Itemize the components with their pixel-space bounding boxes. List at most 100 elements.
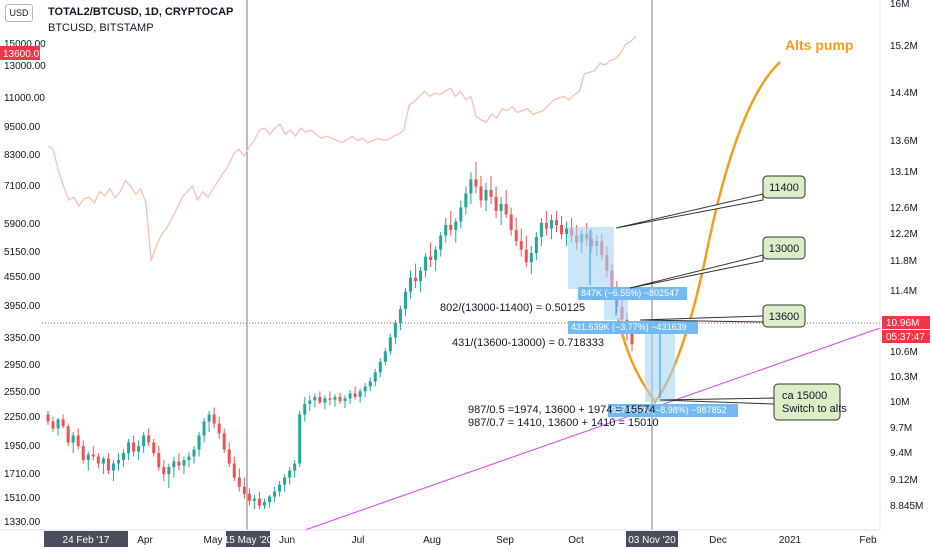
right-tick-label: 10M [890,397,909,408]
currency-button[interactable]: USD [5,4,33,22]
left-tick-label: 3350.00 [4,333,41,344]
candle-body [509,214,513,230]
candle-body [308,400,312,404]
candle-body [268,496,272,503]
candle-body [444,225,448,236]
overlay-symbol-legend[interactable]: BTCUSD, BITSTAMP [48,22,154,34]
calc-note-3: 987/0.5 =1974, 13600 + 1974 = 15574 [468,404,655,416]
time-marker-bg-3 [626,531,678,547]
candle-body [202,421,206,436]
candle-body [46,414,50,422]
candle-body [313,396,317,401]
time-axis[interactable]: Apr May Jun Jul Aug Sep Oct Dec 2021 Feb 24 Feb '1… [0,529,932,550]
time-tick-label: Aug [423,535,441,546]
candle-body [565,228,569,235]
candle-body [293,463,297,471]
left-tick-label: 7100.00 [4,181,41,192]
right-tick-label: 9.12M [890,475,918,486]
right-last-value-bg [882,316,930,329]
candle-body [278,484,282,492]
candle-body [101,458,105,464]
candle-body [630,333,634,345]
candle-body [288,470,292,478]
time-tick-label: 2021 [779,535,802,546]
right-last-value: 10.96M [886,318,919,329]
right-tick-label: 10.3M [890,372,918,383]
callout-box-4 [773,383,841,421]
right-tick-label: 8.845M [890,501,923,512]
candle-body [393,323,397,338]
right-tick-label: 14.4M [890,88,918,99]
right-tick-label: 10.6M [890,347,918,358]
candle-body [459,207,463,222]
drawings: Alts pump 847K (−6.55%) −802547 431.639K (… [304,37,881,531]
measure-label-2-bg [568,321,698,334]
time-marker-1: 24 Feb '17 [63,535,110,546]
candle-body [237,477,241,487]
candle-body [192,449,196,457]
time-tick-label: Sep [496,535,514,546]
candle-body [51,421,55,429]
btc-overlay-series [47,35,637,261]
right-tick-label: 16M [890,0,909,10]
candle-body [81,446,85,461]
left-tick-label: 1510.00 [4,493,41,504]
right-countdown: 05:37:47 [886,332,925,343]
candle-body [353,393,357,397]
candle-body [539,222,543,237]
candle-body [358,391,362,397]
candle-body [368,381,372,387]
left-tick-label: 1950.00 [4,441,41,452]
candle-body [91,454,95,457]
candle-body [132,442,136,452]
left-tick-label: 4550.00 [4,272,41,283]
left-tick-label: 2250.00 [4,412,41,423]
candle-body [66,426,70,443]
candle-body [419,270,423,282]
candle-body [524,249,528,263]
left-price-axis[interactable]: 15000.00 13000.00 11000.00 9500.00 8300.00 71… [0,5,46,528]
candle-body [71,435,75,443]
candle-body [182,460,186,466]
candle-body [212,414,216,424]
right-countdown-bg [882,330,930,343]
candle-body [398,309,402,324]
candle-body [383,351,387,362]
candle-body [554,220,558,226]
candle-body [514,229,518,242]
right-tick-label: 13.1M [890,167,918,178]
callout-box-1 [762,175,806,199]
candle-body [464,193,468,208]
candle-body [469,179,473,194]
candle-body [257,498,261,506]
candle-body [454,221,458,230]
candle-body [162,467,166,475]
left-tick-label: 8300.00 [4,150,41,161]
callout-text-4-b: Switch to alts [782,403,847,415]
candle-body [328,398,332,400]
candle-body [111,463,115,471]
candle-body [106,458,110,471]
left-tick-label: 1330.00 [4,517,41,528]
left-tick-label: 2950.00 [4,360,41,371]
candle-body [429,256,433,261]
candle-body [504,203,508,215]
right-tick-label: 12.6M [890,203,918,214]
candle-body [494,196,498,211]
candle-body [333,396,337,400]
right-price-axis[interactable]: 16M 15.2M 14.4M 13.6M 13.1M 12.6M 12.2M 11.8M 11… [879,0,930,530]
left-tick-label: 11000.00 [4,93,45,104]
measure-label-2: 431.639K (−3.77%) −431639 [571,322,687,332]
candle-body [197,435,201,450]
main-symbol-legend[interactable]: TOTAL2/BTCUSD, 1D, CRYPTOCAP [48,6,234,18]
calc-note-1: 802/(13000-11400) = 0.50125 [440,302,585,314]
right-tick-label: 11.8M [890,256,917,267]
candle-body [303,403,307,415]
candle-body [343,398,347,402]
candle-body [167,467,171,475]
trendline [304,327,881,531]
candle-body [227,449,231,464]
candle-body [86,454,90,461]
